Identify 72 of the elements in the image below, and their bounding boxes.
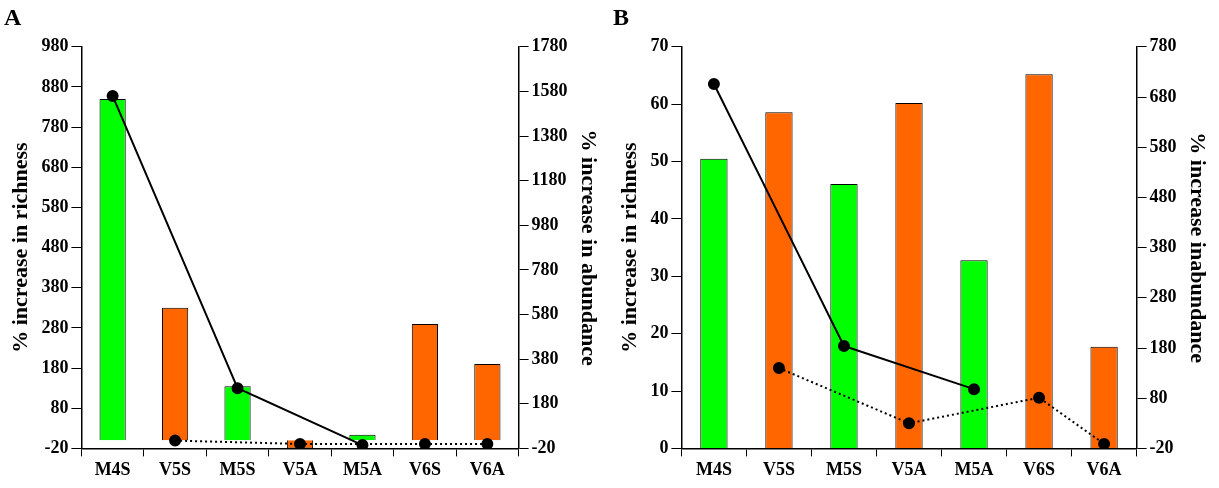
y-tick-label: 480	[41, 236, 69, 257]
y-tick-label: 280	[41, 316, 69, 337]
y-axis-title: % increase in richness	[615, 141, 641, 353]
y-tick-label: 60	[650, 92, 669, 113]
y-tick-label: 10	[650, 379, 669, 400]
y2-tick-label: 80	[1149, 386, 1168, 407]
y2-tick-label: 380	[531, 347, 559, 368]
x-tick-label: M4S	[695, 458, 732, 479]
y2-tick-label: 980	[531, 213, 559, 234]
x-tick-label: M5S	[825, 458, 862, 479]
x-tick-label: M5A	[342, 458, 382, 479]
y2-tick-label: 1380	[531, 124, 568, 145]
y-tick-label: 0	[659, 437, 669, 458]
x-tick-label: V6S	[1023, 458, 1056, 479]
point	[968, 383, 981, 396]
y2-tick-label: 580	[531, 303, 559, 324]
x-tick-label: M5A	[954, 458, 994, 479]
y2-tick-label: -20	[531, 437, 556, 458]
y-tick-label: 20	[650, 322, 669, 343]
point	[481, 437, 494, 449]
point	[294, 437, 306, 449]
y2-tick-label: 780	[1149, 35, 1177, 56]
y-axis-title: % increase in richness	[6, 141, 32, 353]
y-tick-label: 580	[41, 196, 69, 217]
x-tick-label: V5S	[159, 458, 192, 479]
point	[1033, 391, 1046, 404]
point	[418, 437, 431, 449]
y2-tick-label: 580	[1149, 135, 1177, 156]
y-tick-label: 80	[50, 396, 69, 417]
y-tick-label: 70	[650, 35, 669, 56]
point	[837, 339, 850, 352]
chart-title: B	[613, 3, 630, 30]
y2-tick-label: 480	[1149, 186, 1177, 207]
y2-tick-label: 180	[531, 392, 559, 413]
point	[707, 77, 720, 90]
y-tick-label: 380	[41, 276, 69, 297]
point	[356, 439, 369, 449]
x-tick-label: V5A	[891, 458, 927, 479]
y-tick-label: 180	[41, 356, 69, 377]
x-tick-label: V5A	[282, 458, 318, 479]
x-tick-label: M4S	[94, 458, 131, 479]
y-tick-label: 680	[41, 155, 69, 176]
y2-tick-label: 1180	[531, 169, 567, 190]
y2-axis-title: % increase in abundance	[577, 129, 603, 366]
y2-tick-label: -20	[1149, 437, 1174, 458]
x-tick-label: V6S	[408, 458, 441, 479]
point	[169, 434, 182, 447]
point	[772, 362, 785, 375]
y2-tick-label: 1780	[531, 35, 568, 56]
point	[1098, 437, 1111, 449]
y2-axis-title: % increase inabundance	[1186, 132, 1212, 364]
y2-tick-label: 380	[1149, 236, 1177, 257]
y2-tick-label: 1580	[531, 80, 568, 101]
y2-tick-label: 280	[1149, 286, 1177, 307]
point	[106, 89, 119, 102]
y-tick-label: -20	[44, 437, 69, 458]
y-tick-label: 980	[41, 35, 69, 56]
chart-title: A	[4, 3, 22, 30]
x-tick-label: V5S	[762, 458, 795, 479]
y2-tick-label: 780	[531, 258, 559, 279]
y-tick-label: 50	[650, 150, 669, 171]
y-tick-label: 30	[650, 264, 669, 285]
point	[903, 417, 915, 430]
y-tick-label: 880	[41, 75, 69, 96]
y2-tick-label: 680	[1149, 85, 1177, 106]
y-tick-label: 780	[41, 115, 69, 136]
x-tick-label: V6A	[1086, 458, 1122, 479]
y2-tick-label: 180	[1149, 336, 1177, 357]
point	[231, 382, 244, 395]
x-tick-label: V6A	[469, 458, 505, 479]
y-tick-label: 40	[650, 207, 669, 228]
x-tick-label: M5S	[219, 458, 256, 479]
